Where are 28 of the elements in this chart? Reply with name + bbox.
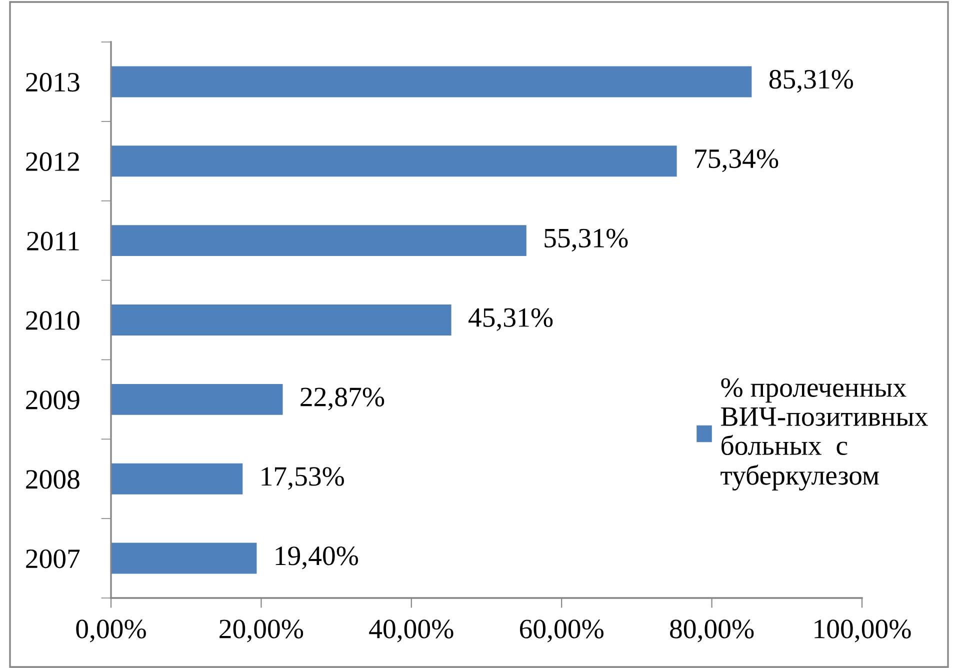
y-tick-label: 2012 <box>26 152 79 172</box>
x-tick-label: 60,00% <box>520 620 604 642</box>
data-label: 19,40% <box>276 546 358 570</box>
x-tick-label: 80,00% <box>670 620 754 642</box>
y-tick-label: 2009 <box>26 390 80 410</box>
y-tick-label: 2011 <box>27 232 79 250</box>
legend-label: % пролеченных ВИЧ-позитивных больных с туберкулезом <box>720 378 928 491</box>
data-label: 22,87% <box>300 388 384 410</box>
data-label: 75,34% <box>695 149 778 172</box>
data-label: 55,31% <box>544 228 628 252</box>
y-tick-label: 2007 <box>26 549 80 568</box>
bar <box>111 146 677 177</box>
data-label: 17,53% <box>262 467 344 490</box>
x-tick-label: 0,00% <box>76 620 146 642</box>
y-tick-label: 2008 <box>26 470 80 489</box>
data-label: 85,31% <box>769 70 854 93</box>
bar <box>111 542 257 574</box>
data-label: 45,31% <box>468 308 553 331</box>
x-tick-label: 20,00% <box>220 620 304 642</box>
x-tick-label: 40,00% <box>369 620 454 642</box>
x-tick-label: 100,00% <box>814 620 911 642</box>
bar <box>111 304 452 336</box>
bar <box>111 463 243 494</box>
bar <box>111 66 752 98</box>
bar <box>111 225 526 256</box>
bar <box>111 384 283 415</box>
y-tick-label: 2010 <box>26 311 80 330</box>
y-tick-label: 2013 <box>26 72 80 92</box>
